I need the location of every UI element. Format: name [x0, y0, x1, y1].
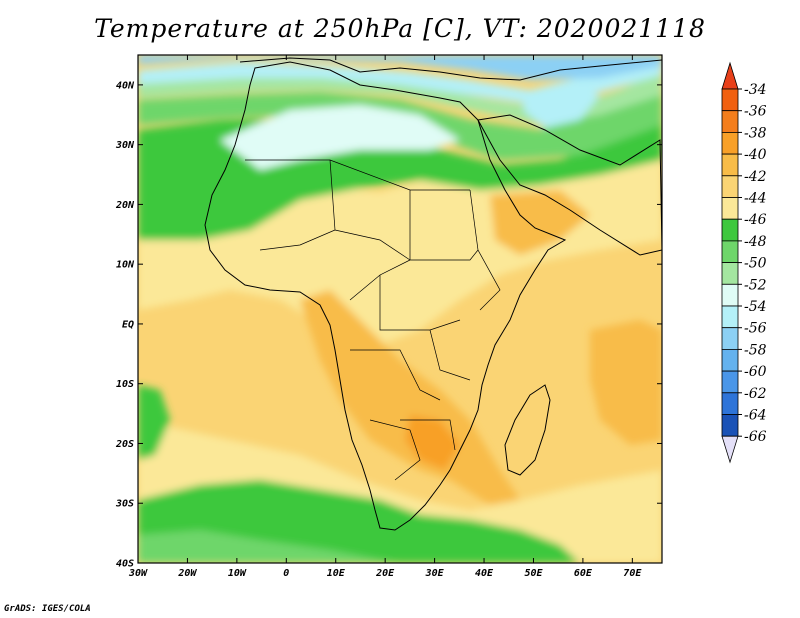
lon-label: 30E [425, 568, 445, 579]
colorbar-label: -58 [744, 342, 767, 358]
field-band-56-north [138, 55, 662, 80]
lat-label: 40N [116, 80, 135, 91]
lat-label: 20S [115, 439, 134, 450]
europe-coastline [239, 57, 662, 81]
field-band-52-arabia [520, 85, 600, 128]
lon-label: 60E [574, 568, 593, 579]
africa-coastline [204, 61, 567, 531]
lat-label: 10N [116, 260, 135, 271]
colorbar-swatch [721, 240, 739, 263]
lon-label: 20W [177, 568, 197, 579]
temperature-field [138, 55, 662, 563]
colorbar-label: -64 [744, 408, 767, 424]
colorbar-bottom-arrow [721, 435, 739, 464]
latitude-labels: 40N 30N 20N 10N EQ 10S 20S 30S 40S [115, 80, 135, 569]
field-band-48-south [138, 530, 400, 563]
lon-label: 10W [228, 568, 247, 579]
colorbar-swatch [721, 175, 739, 198]
colorbar-swatch [721, 370, 739, 394]
grads-credit: GrADS: IGES/COLA [4, 604, 91, 614]
colorbar-swatch [721, 283, 739, 307]
colorbar-label: -44 [744, 191, 767, 207]
colorbar-label: -46 [744, 212, 767, 228]
lat-label: 30S [115, 499, 134, 510]
lon-label: 70E [623, 568, 642, 579]
longitude-labels: 30W 20W 10W 0 10E 20E 30E 40E 50E 60E 70E [128, 568, 642, 579]
colorbar-label: -52 [744, 277, 767, 293]
lat-label: 30N [115, 140, 135, 151]
colorbar-swatch [721, 218, 739, 242]
lat-label: EQ [122, 319, 134, 330]
axis-ticks [137, 55, 662, 564]
lon-label: 30W [128, 568, 148, 579]
country-borders [245, 159, 501, 481]
lon-label: 50E [524, 568, 543, 579]
field-band-52-north [220, 105, 460, 170]
field-band-40 [300, 290, 520, 505]
colorbar-label: -48 [744, 234, 767, 250]
colorbar-label: -60 [744, 364, 767, 380]
colorbar-label: -54 [744, 299, 767, 315]
colorbar-swatch [721, 348, 739, 372]
colorbar-swatch [721, 392, 739, 415]
lon-label: 0 [283, 568, 289, 579]
colorbar-swatch [721, 131, 739, 155]
colorbar-swatch [721, 327, 739, 350]
colorbar-swatch [721, 88, 739, 112]
colorbar-label: -42 [744, 169, 767, 185]
map-frame [137, 54, 663, 564]
colorbar-swatch [721, 262, 739, 285]
lon-label: 40E [475, 568, 494, 579]
lat-label: 20N [115, 200, 135, 211]
colorbar-swatch [721, 110, 739, 133]
colorbar-swatch [721, 414, 739, 437]
field-band-40-east [590, 320, 662, 445]
colorbar-swatch [721, 197, 739, 220]
colorbar-label: -34 [744, 82, 767, 98]
coastlines [204, 57, 662, 531]
colorbar-label: -62 [744, 386, 767, 402]
colorbar-label: -56 [744, 321, 767, 337]
colorbar-label: -66 [744, 429, 767, 445]
lon-label: 10E [327, 568, 346, 579]
colorbar-swatch [721, 305, 739, 329]
lat-label: 40S [116, 559, 134, 570]
colorbar-top-arrow [721, 61, 739, 90]
colorbar-swatch [721, 153, 739, 177]
colorbar-label: -40 [744, 147, 767, 163]
chart-title: Temperature at 250hPa [C], VT: 202002111… [94, 14, 706, 43]
madagascar-coastline [504, 384, 551, 476]
colorbar: -34 -36 -38 -40 -42 -44 -46 -48 -50 -52 -54 -56 -58 -… [721, 61, 767, 464]
lat-label: 10S [116, 379, 134, 390]
lon-label: 20E [375, 568, 395, 579]
field-band-46-west [138, 385, 170, 460]
colorbar-label: -50 [744, 256, 767, 272]
arabia-coastline [477, 114, 662, 256]
colorbar-label: -38 [744, 125, 767, 141]
colorbar-label: -36 [744, 104, 767, 120]
